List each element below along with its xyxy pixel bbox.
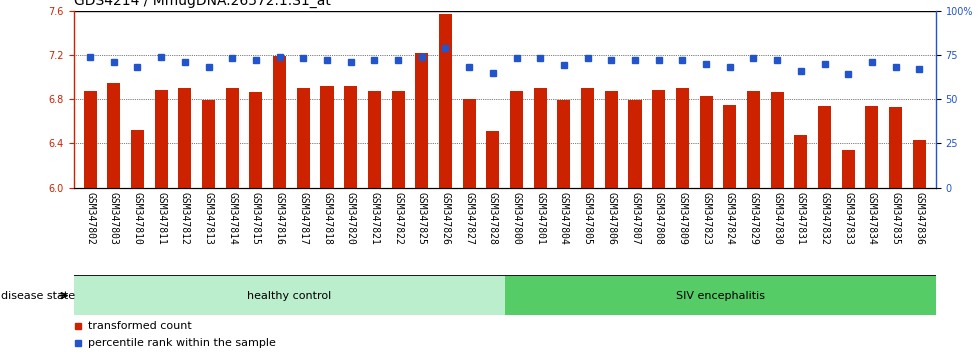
Text: GSM347836: GSM347836 [914,192,924,245]
Text: GSM347806: GSM347806 [607,192,616,245]
Text: GSM347801: GSM347801 [535,192,545,245]
Text: GSM347832: GSM347832 [819,192,829,245]
Bar [250,92,263,188]
Text: GSM347809: GSM347809 [677,192,687,245]
Bar [439,14,452,188]
Bar [676,88,689,188]
Bar [202,100,215,188]
Text: GSM347811: GSM347811 [156,192,167,245]
Bar [297,88,310,188]
Text: GSM347825: GSM347825 [416,192,426,245]
Bar [83,91,97,188]
Bar [225,88,239,188]
Text: disease state: disease state [1,291,75,301]
Text: GSM347816: GSM347816 [274,192,284,245]
Bar [558,100,570,188]
Text: GSM347835: GSM347835 [891,192,901,245]
Text: GSM347831: GSM347831 [796,192,806,245]
Bar [652,90,665,188]
Bar [723,105,736,188]
Text: GSM347828: GSM347828 [488,192,498,245]
Text: healthy control: healthy control [247,291,331,301]
Bar [273,56,286,188]
Text: GSM347830: GSM347830 [772,192,782,245]
Bar [74,276,505,315]
Bar [770,92,784,188]
Text: GSM347827: GSM347827 [465,192,474,245]
Bar [486,131,500,188]
Text: GSM347824: GSM347824 [725,192,735,245]
Text: GSM347822: GSM347822 [393,192,403,245]
Text: GSM347812: GSM347812 [180,192,190,245]
Text: GSM347800: GSM347800 [512,192,521,245]
Text: GSM347804: GSM347804 [559,192,569,245]
Bar [818,106,831,188]
Text: GSM347834: GSM347834 [867,192,877,245]
Text: GSM347820: GSM347820 [346,192,356,245]
Text: GDS4214 / MmugDNA.26572.1.S1_at: GDS4214 / MmugDNA.26572.1.S1_at [74,0,330,8]
Bar [416,53,428,188]
Bar [368,91,381,188]
Bar [178,88,191,188]
Text: GSM347833: GSM347833 [843,192,854,245]
Text: GSM347803: GSM347803 [109,192,119,245]
Text: GSM347808: GSM347808 [654,192,663,245]
Bar [510,91,523,188]
Text: GSM347823: GSM347823 [701,192,711,245]
Text: GSM347818: GSM347818 [322,192,332,245]
Bar [392,91,405,188]
Text: GSM347821: GSM347821 [369,192,379,245]
Text: GSM347810: GSM347810 [132,192,142,245]
Bar [463,99,475,188]
Bar [581,88,594,188]
Bar [605,91,617,188]
Bar [155,90,168,188]
Text: GSM347805: GSM347805 [583,192,593,245]
Bar [505,276,936,315]
Bar [889,107,903,188]
Text: percentile rank within the sample: percentile rank within the sample [88,338,276,348]
Text: GSM347815: GSM347815 [251,192,261,245]
Text: GSM347813: GSM347813 [204,192,214,245]
Text: SIV encephalitis: SIV encephalitis [676,291,764,301]
Bar [700,96,712,188]
Text: GSM347814: GSM347814 [227,192,237,245]
Bar [131,130,144,188]
Bar [628,100,642,188]
Bar [320,86,333,188]
Text: GSM347807: GSM347807 [630,192,640,245]
Bar [865,106,878,188]
Text: GSM347817: GSM347817 [298,192,309,245]
Text: GSM347802: GSM347802 [85,192,95,245]
Bar [912,140,926,188]
Bar [534,88,547,188]
Bar [795,135,808,188]
Bar [107,82,121,188]
Bar [747,91,760,188]
Text: GSM347826: GSM347826 [440,192,451,245]
Text: GSM347829: GSM347829 [749,192,759,245]
Text: transformed count: transformed count [88,321,192,331]
Bar [842,150,855,188]
Bar [344,86,358,188]
